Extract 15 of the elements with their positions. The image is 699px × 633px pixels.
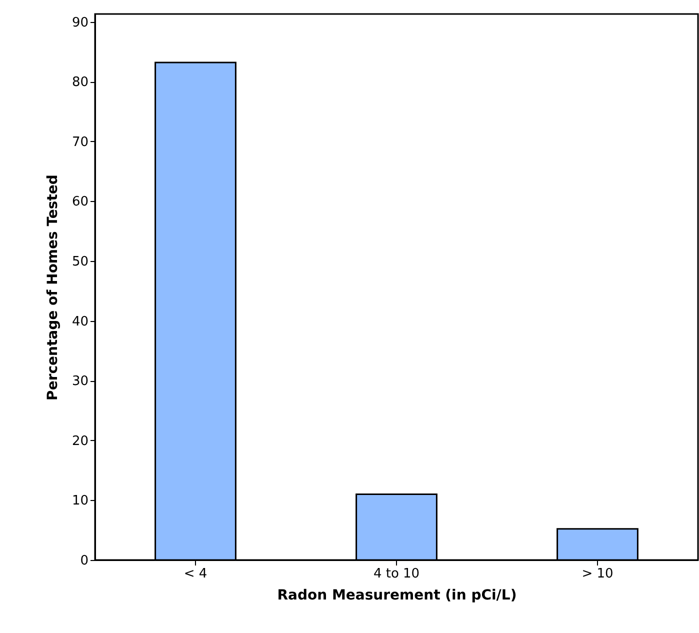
x-axis-title: Radon Measurement (in pCi/L) — [277, 588, 517, 604]
y-tick-label: 10 — [72, 494, 88, 509]
x-tick-label: 4 to 10 — [373, 566, 420, 582]
x-tick-label: < 4 — [184, 566, 208, 582]
y-tick-label: 40 — [72, 314, 88, 330]
y-tick-label: 80 — [72, 75, 88, 90]
y-tick-label: 20 — [72, 434, 88, 449]
y-tick-label: 50 — [72, 254, 88, 270]
y-tick-label: 30 — [72, 374, 88, 390]
y-tick-label: 90 — [72, 15, 88, 30]
y-tick-label: 70 — [72, 134, 88, 150]
y-axis-title: Percentage of Homes Tested — [44, 174, 61, 400]
y-tick-label: 60 — [72, 194, 88, 210]
x-tick-label: > 10 — [582, 566, 614, 582]
y-tick-label: 0 — [80, 554, 88, 568]
